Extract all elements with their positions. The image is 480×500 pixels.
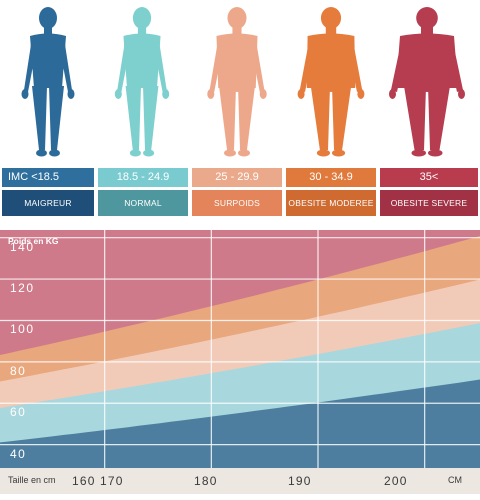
category-name-1: NORMAL (98, 190, 188, 216)
y-tick-80: 80 (10, 363, 27, 378)
x-tick-190: 190 (288, 474, 312, 488)
category-range-2: 25 - 29.9 (192, 168, 282, 187)
x-axis-bar (0, 468, 480, 494)
category-name-4: OBESITE SEVERE (380, 190, 478, 216)
x-tick-170: 170 (100, 474, 124, 488)
y-tick-60: 60 (10, 405, 27, 420)
y-tick-100: 100 (10, 322, 35, 337)
category-range-0: IMC <18.5 (2, 168, 94, 187)
x-axis-title: Taille en cm (8, 475, 56, 485)
x-tick-200: 200 (384, 474, 408, 488)
category-range-4: 35< (380, 168, 478, 187)
category-name-2: SURPOIDS (192, 190, 282, 216)
body-figure-3 (297, 7, 365, 157)
x-tick-180: 180 (194, 474, 218, 488)
body-figure-0 (21, 7, 75, 157)
y-axis-title: Poids en KG (8, 236, 59, 246)
y-tick-40: 40 (10, 446, 27, 461)
category-name-0: MAIGREUR (2, 190, 94, 216)
x-axis-unit: CM (448, 475, 462, 485)
category-range-3: 30 - 34.9 (286, 168, 376, 187)
body-silhouettes (21, 7, 465, 157)
y-tick-140: 140 (10, 239, 35, 254)
x-tick-160: 160 (72, 474, 96, 488)
y-tick-120: 120 (10, 281, 35, 296)
category-range-1: 18.5 - 24.9 (98, 168, 188, 187)
category-name-3: OBESITE MODEREE (286, 190, 376, 216)
body-figure-2 (207, 7, 267, 157)
band-maigreur (0, 379, 480, 468)
body-figure-4 (389, 7, 465, 157)
body-figure-1 (114, 7, 170, 157)
bmi-chart (0, 230, 480, 468)
